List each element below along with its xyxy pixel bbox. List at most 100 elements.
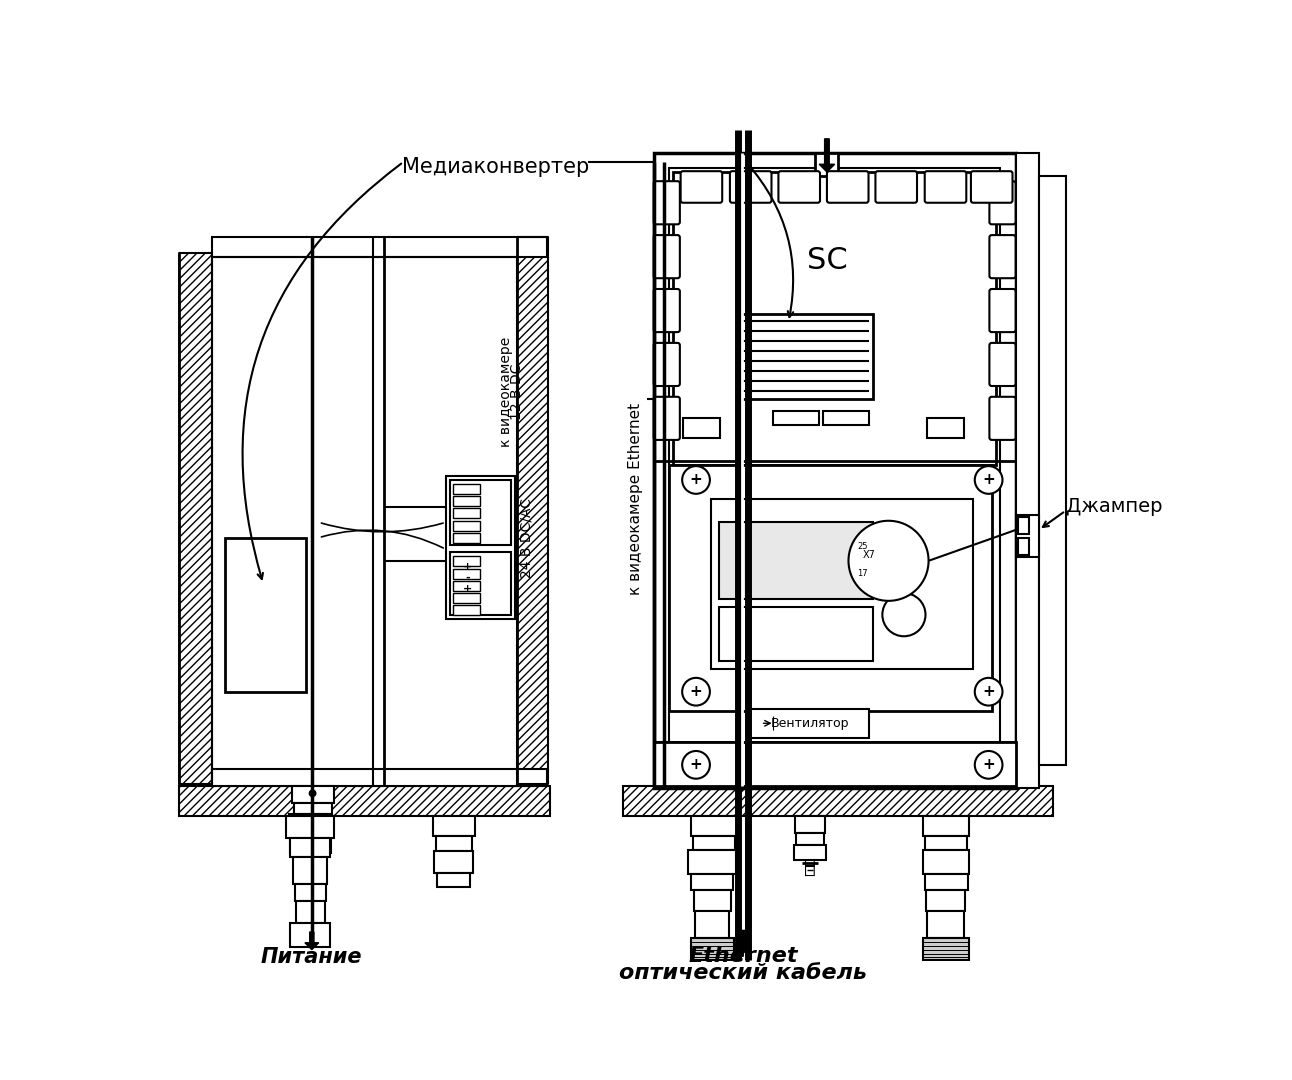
FancyBboxPatch shape: [990, 181, 1016, 225]
Text: -: -: [465, 572, 470, 583]
Bar: [720, 523, 873, 599]
Bar: [1016, 514, 1039, 557]
Text: +: +: [463, 583, 472, 594]
Bar: [453, 593, 481, 603]
Bar: [926, 890, 965, 912]
Bar: [212, 769, 548, 785]
Text: Питание: Питание: [261, 947, 363, 968]
Bar: [292, 785, 335, 802]
Bar: [293, 858, 327, 885]
Bar: [823, 410, 870, 424]
Bar: [291, 838, 331, 858]
Bar: [453, 509, 481, 518]
Bar: [450, 480, 512, 545]
Bar: [669, 464, 992, 711]
Bar: [654, 742, 1016, 785]
Text: Ethernet: Ethernet: [689, 946, 797, 966]
FancyBboxPatch shape: [654, 235, 680, 279]
Bar: [453, 496, 481, 507]
Polygon shape: [305, 932, 319, 949]
FancyBboxPatch shape: [827, 171, 868, 203]
Circle shape: [849, 521, 929, 600]
FancyBboxPatch shape: [654, 181, 680, 225]
Bar: [453, 521, 481, 530]
Text: +: +: [982, 472, 995, 487]
Bar: [924, 939, 969, 960]
FancyBboxPatch shape: [654, 342, 680, 386]
Bar: [872, 541, 906, 595]
Bar: [796, 834, 824, 845]
Bar: [623, 785, 1053, 816]
Bar: [773, 410, 819, 424]
FancyBboxPatch shape: [990, 235, 1016, 279]
Bar: [517, 238, 548, 784]
FancyBboxPatch shape: [654, 289, 680, 333]
Bar: [289, 814, 332, 837]
Bar: [924, 850, 969, 874]
Bar: [453, 556, 481, 566]
Circle shape: [682, 467, 709, 494]
Bar: [712, 499, 973, 669]
Bar: [928, 418, 964, 437]
Bar: [225, 538, 306, 691]
Bar: [691, 874, 733, 890]
Bar: [1039, 176, 1066, 765]
Bar: [292, 944, 328, 947]
Text: 12 В DC: 12 В DC: [510, 363, 525, 420]
Text: SC: SC: [806, 246, 848, 275]
Bar: [1018, 538, 1028, 555]
FancyBboxPatch shape: [654, 396, 680, 440]
Polygon shape: [819, 139, 835, 172]
Bar: [691, 816, 736, 836]
Circle shape: [682, 751, 709, 779]
Bar: [291, 922, 331, 947]
Bar: [453, 534, 481, 543]
Circle shape: [974, 678, 1003, 705]
Text: Вентилятор: Вентилятор: [771, 717, 849, 730]
FancyBboxPatch shape: [970, 171, 1013, 203]
Bar: [795, 816, 826, 834]
Bar: [450, 552, 512, 615]
Bar: [693, 836, 735, 850]
Bar: [292, 941, 328, 944]
Bar: [433, 816, 475, 836]
Bar: [925, 874, 968, 890]
Bar: [292, 935, 328, 939]
Bar: [925, 836, 968, 850]
FancyBboxPatch shape: [876, 171, 917, 203]
Circle shape: [310, 791, 315, 796]
Bar: [875, 568, 888, 588]
Bar: [453, 606, 481, 616]
Text: 17: 17: [857, 569, 868, 579]
Circle shape: [974, 751, 1003, 779]
Circle shape: [682, 678, 709, 705]
Bar: [720, 607, 873, 661]
Bar: [292, 922, 328, 926]
Bar: [212, 238, 548, 257]
Text: X7: X7: [863, 551, 876, 561]
Bar: [1016, 152, 1039, 788]
Text: оптический кабель: оптический кабель: [619, 962, 867, 983]
Bar: [435, 836, 472, 851]
Bar: [446, 476, 516, 619]
Bar: [453, 581, 481, 591]
Circle shape: [882, 593, 925, 636]
Text: +: +: [690, 757, 703, 772]
Bar: [291, 837, 331, 852]
Bar: [178, 253, 212, 784]
FancyBboxPatch shape: [778, 171, 820, 203]
Bar: [695, 912, 729, 939]
Bar: [292, 939, 328, 941]
Bar: [815, 152, 839, 176]
Text: ⏚: ⏚: [804, 858, 815, 877]
Bar: [669, 168, 1000, 772]
Text: +: +: [982, 685, 995, 699]
Bar: [875, 545, 888, 564]
Bar: [928, 912, 964, 939]
FancyBboxPatch shape: [990, 289, 1016, 333]
Bar: [292, 932, 328, 935]
Bar: [295, 802, 332, 814]
Text: к видеокамере: к видеокамере: [499, 336, 513, 446]
Bar: [673, 172, 996, 464]
Text: +: +: [690, 472, 703, 487]
